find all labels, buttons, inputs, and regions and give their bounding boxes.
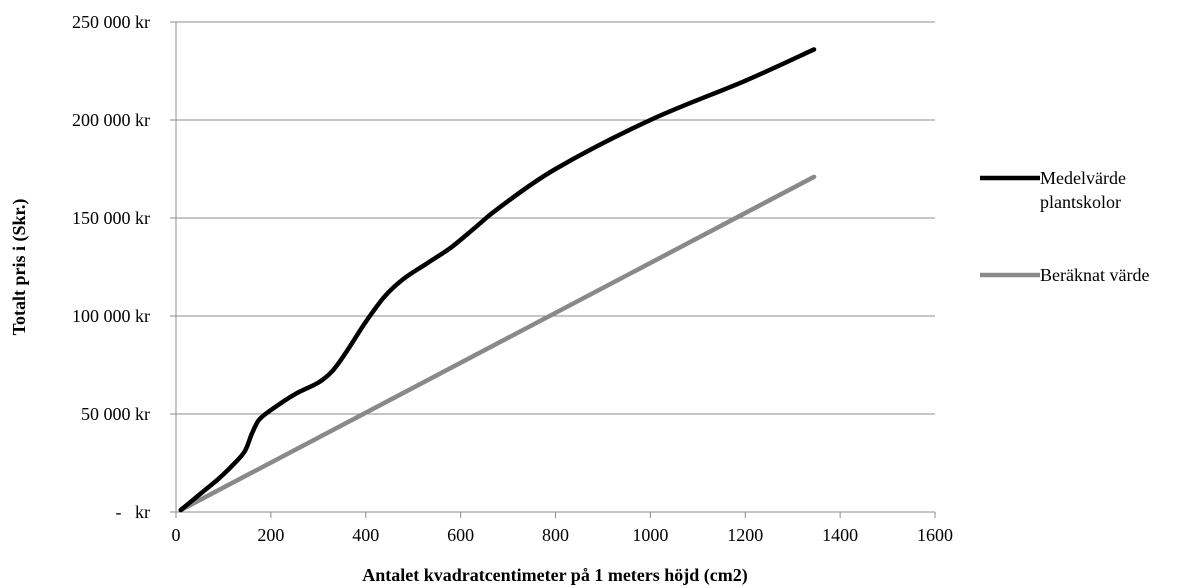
legend: Medelvärde plantskolor Beräknat värde [980, 168, 1149, 285]
legend-label-0: Medelvärde [1040, 168, 1126, 188]
y-axis-title: Totalt pris i (Skr.) [9, 199, 30, 336]
y-tick-label: 250 000 kr [72, 12, 150, 32]
x-tick-label: 1600 [917, 525, 953, 545]
y-tick-label: - kr [116, 502, 151, 522]
x-tick-labels: 0 200 400 600 800 1000 1200 1400 1600 [172, 525, 954, 545]
legend-label-1: Beräknat värde [1040, 265, 1149, 285]
y-tick-labels: - kr 50 000 kr 100 000 kr 150 000 kr 200 000… [72, 12, 150, 522]
series-line-1 [178, 174, 817, 513]
y-tick-label: 200 000 kr [72, 110, 150, 130]
y-tick-label: 150 000 kr [72, 208, 150, 228]
y-tick-label: 50 000 kr [81, 404, 150, 424]
series-line-0 [178, 47, 817, 513]
x-tick-label: 1200 [727, 525, 763, 545]
x-tick-label: 800 [542, 525, 569, 545]
axes [175, 22, 936, 518]
series-lines [178, 47, 817, 513]
x-tick-label: 200 [257, 525, 284, 545]
x-tick-label: 1400 [822, 525, 858, 545]
x-tick-label: 1000 [632, 525, 668, 545]
gridlines [170, 21, 935, 513]
x-axis-title: Antalet kvadratcentimeter på 1 meters hö… [362, 565, 748, 586]
x-tick-label: 600 [447, 525, 474, 545]
x-tick-label: 0 [172, 525, 181, 545]
x-tick-label: 400 [352, 525, 379, 545]
legend-label-0: plantskolor [1040, 192, 1121, 212]
y-tick-label: 100 000 kr [72, 306, 150, 326]
